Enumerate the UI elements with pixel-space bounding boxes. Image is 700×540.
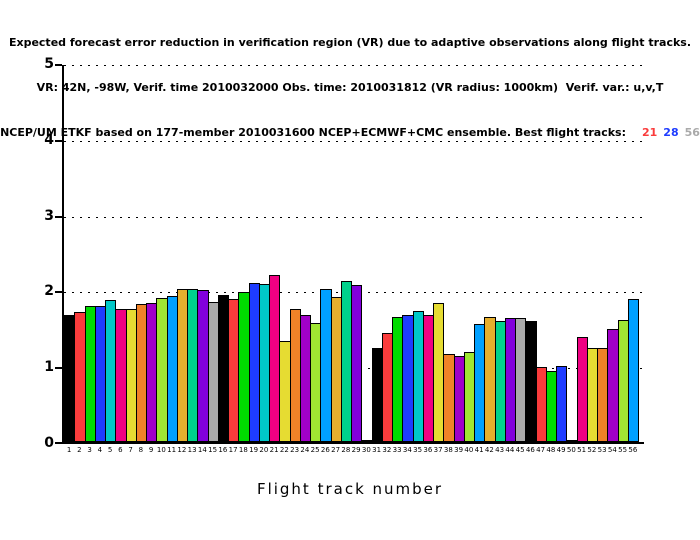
x-tick-label-41: 41 xyxy=(474,446,484,454)
x-tick-label-10: 10 xyxy=(156,446,166,454)
x-tick-label-27: 27 xyxy=(331,446,341,454)
gridline-y3 xyxy=(64,216,642,218)
x-tick-label-33: 33 xyxy=(392,446,402,454)
y-tick-label-3: 3 xyxy=(44,207,54,224)
x-tick-label-43: 43 xyxy=(495,446,505,454)
x-tick-label-2: 2 xyxy=(77,446,82,454)
x-tick-label-1: 1 xyxy=(66,446,72,454)
bar-track-29 xyxy=(351,285,363,442)
x-tick-label-31: 31 xyxy=(372,446,382,454)
y-tick-label-0: 0 xyxy=(44,435,54,451)
y-tick-label-1: 1 xyxy=(44,359,54,376)
x-tick-label-48: 48 xyxy=(546,446,556,454)
x-tick-label-15: 15 xyxy=(208,446,218,454)
y-tick-mark-4 xyxy=(55,139,62,142)
x-tick-label-3: 3 xyxy=(87,446,92,454)
x-tick-label-34: 34 xyxy=(402,446,412,454)
x-tick-label-13: 13 xyxy=(187,446,197,454)
x-tick-label-52: 52 xyxy=(587,446,597,454)
chart-title-line2: VR: 42N, -98W, Verif. time 2010032000 Ob… xyxy=(36,81,664,94)
x-tick-label-28: 28 xyxy=(341,446,351,454)
x-tick-label-20: 20 xyxy=(259,446,269,454)
x-tick-label-30: 30 xyxy=(361,446,371,454)
x-tick-label-45: 45 xyxy=(515,446,525,454)
y-tick-mark-3 xyxy=(55,215,62,218)
y-tick-mark-0 xyxy=(55,442,62,444)
y-tick-mark-2 xyxy=(55,291,62,294)
x-tick-label-26: 26 xyxy=(320,446,330,454)
x-tick-label-54: 54 xyxy=(607,446,617,454)
x-tick-label-7: 7 xyxy=(128,446,133,454)
x-tick-label-16: 16 xyxy=(218,446,228,454)
chart-title-block: Expected forecast error reduction in ver… xyxy=(0,5,700,170)
x-tick-label-12: 12 xyxy=(177,446,187,454)
best-track-21: 21 xyxy=(641,126,658,139)
x-tick-label-38: 38 xyxy=(443,446,453,454)
x-tick-label-53: 53 xyxy=(597,446,607,454)
x-tick-label-40: 40 xyxy=(464,446,474,454)
x-tick-label-9: 9 xyxy=(148,446,154,454)
x-tick-label-44: 44 xyxy=(505,446,515,454)
bar-track-49 xyxy=(556,365,568,442)
x-tick-label-23: 23 xyxy=(290,446,300,454)
y-tick-label-2: 2 xyxy=(44,283,54,300)
x-axis-line xyxy=(62,442,644,444)
x-tick-label-42: 42 xyxy=(484,446,494,454)
x-tick-label-51: 51 xyxy=(577,446,587,454)
x-tick-label-49: 49 xyxy=(556,446,566,454)
x-tick-label-21: 21 xyxy=(269,446,279,454)
x-tick-label-36: 36 xyxy=(423,446,433,454)
bar-track-56 xyxy=(627,298,639,442)
x-tick-label-5: 5 xyxy=(107,446,113,454)
best-track-56: 56 xyxy=(684,126,700,139)
x-tick-label-25: 25 xyxy=(310,446,320,454)
y-tick-label-4: 4 xyxy=(44,131,54,148)
chart-title-line1: Expected forecast error reduction in ver… xyxy=(8,36,692,49)
y-tick-mark-1 xyxy=(55,367,62,370)
chart-title-line3: NCEP/UM ETKF based on 177-member 2010031… xyxy=(0,125,700,140)
x-tick-label-46: 46 xyxy=(525,446,535,454)
x-tick-label-8: 8 xyxy=(138,446,144,454)
bars-layer xyxy=(64,65,639,442)
x-tick-label-24: 24 xyxy=(300,446,310,454)
y-tick-label-5: 5 xyxy=(44,56,54,72)
x-tick-label-14: 14 xyxy=(197,446,207,454)
y-axis-line xyxy=(62,65,64,444)
x-tick-label-55: 55 xyxy=(618,446,628,454)
x-tick-label-29: 29 xyxy=(351,446,361,454)
x-tick-label-39: 39 xyxy=(454,446,464,454)
x-tick-label-11: 11 xyxy=(167,446,177,454)
y-tick-mark-5 xyxy=(55,64,62,66)
x-tick-label-4: 4 xyxy=(97,446,103,454)
x-tick-label-37: 37 xyxy=(433,446,443,454)
x-axis-title: Flight track number xyxy=(256,480,444,498)
x-tick-label-35: 35 xyxy=(413,446,423,454)
x-tick-label-50: 50 xyxy=(566,446,576,454)
best-track-28: 28 xyxy=(663,126,679,139)
x-tick-label-6: 6 xyxy=(118,446,123,454)
chart-title-line3-text: NCEP/UM ETKF based on 177-member 2010031… xyxy=(0,126,626,139)
gridline-y4 xyxy=(64,140,642,142)
x-tick-label-56: 56 xyxy=(628,446,638,454)
x-tick-label-22: 22 xyxy=(279,446,289,454)
x-tick-label-19: 19 xyxy=(249,446,259,454)
gridline-y5 xyxy=(64,65,642,66)
x-tick-label-47: 47 xyxy=(536,446,546,454)
best-flight-tracks: 21 28 56 xyxy=(626,126,700,139)
x-tick-label-32: 32 xyxy=(382,446,392,454)
x-tick-label-17: 17 xyxy=(228,446,238,454)
x-tick-label-18: 18 xyxy=(238,446,248,454)
